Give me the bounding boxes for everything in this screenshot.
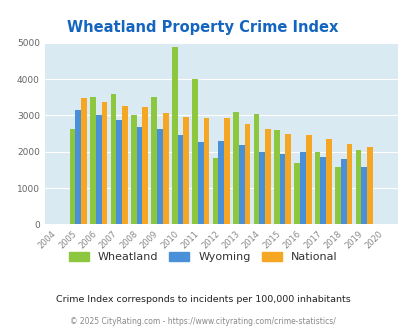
Bar <box>218 141 224 224</box>
Bar <box>136 127 142 224</box>
Bar <box>335 167 340 224</box>
Bar <box>325 139 331 224</box>
Bar <box>355 150 360 224</box>
Bar <box>110 94 116 224</box>
Bar <box>151 97 157 224</box>
Bar <box>320 156 325 224</box>
Bar <box>131 115 136 224</box>
Bar <box>273 130 279 224</box>
Bar <box>81 98 87 224</box>
Bar <box>224 118 229 224</box>
Bar <box>264 129 270 224</box>
Bar <box>212 158 218 224</box>
Bar <box>75 110 81 224</box>
Bar <box>171 47 177 224</box>
Bar <box>177 135 183 224</box>
Bar <box>340 159 346 224</box>
Bar <box>90 97 96 224</box>
Bar <box>183 117 189 224</box>
Bar <box>70 129 75 224</box>
Bar <box>299 152 305 224</box>
Bar <box>96 115 101 224</box>
Bar <box>346 144 352 224</box>
Bar <box>238 145 244 224</box>
Bar <box>285 134 290 224</box>
Bar <box>244 124 249 224</box>
Bar <box>232 112 238 224</box>
Bar <box>192 79 198 224</box>
Bar <box>101 102 107 224</box>
Bar <box>122 106 128 224</box>
Bar <box>279 154 285 224</box>
Bar <box>259 152 264 224</box>
Bar <box>157 129 162 224</box>
Bar <box>142 107 148 224</box>
Bar <box>314 152 320 224</box>
Bar <box>116 120 122 224</box>
Text: © 2025 CityRating.com - https://www.cityrating.com/crime-statistics/: © 2025 CityRating.com - https://www.city… <box>70 317 335 326</box>
Bar <box>366 147 372 224</box>
Bar <box>253 114 259 224</box>
Bar <box>198 142 203 224</box>
Legend: Wheatland, Wyoming, National: Wheatland, Wyoming, National <box>64 248 341 267</box>
Bar <box>305 135 311 224</box>
Bar <box>360 167 366 224</box>
Bar <box>203 118 209 224</box>
Bar <box>294 163 299 224</box>
Text: Wheatland Property Crime Index: Wheatland Property Crime Index <box>67 20 338 35</box>
Text: Crime Index corresponds to incidents per 100,000 inhabitants: Crime Index corresponds to incidents per… <box>55 295 350 304</box>
Bar <box>162 113 168 224</box>
